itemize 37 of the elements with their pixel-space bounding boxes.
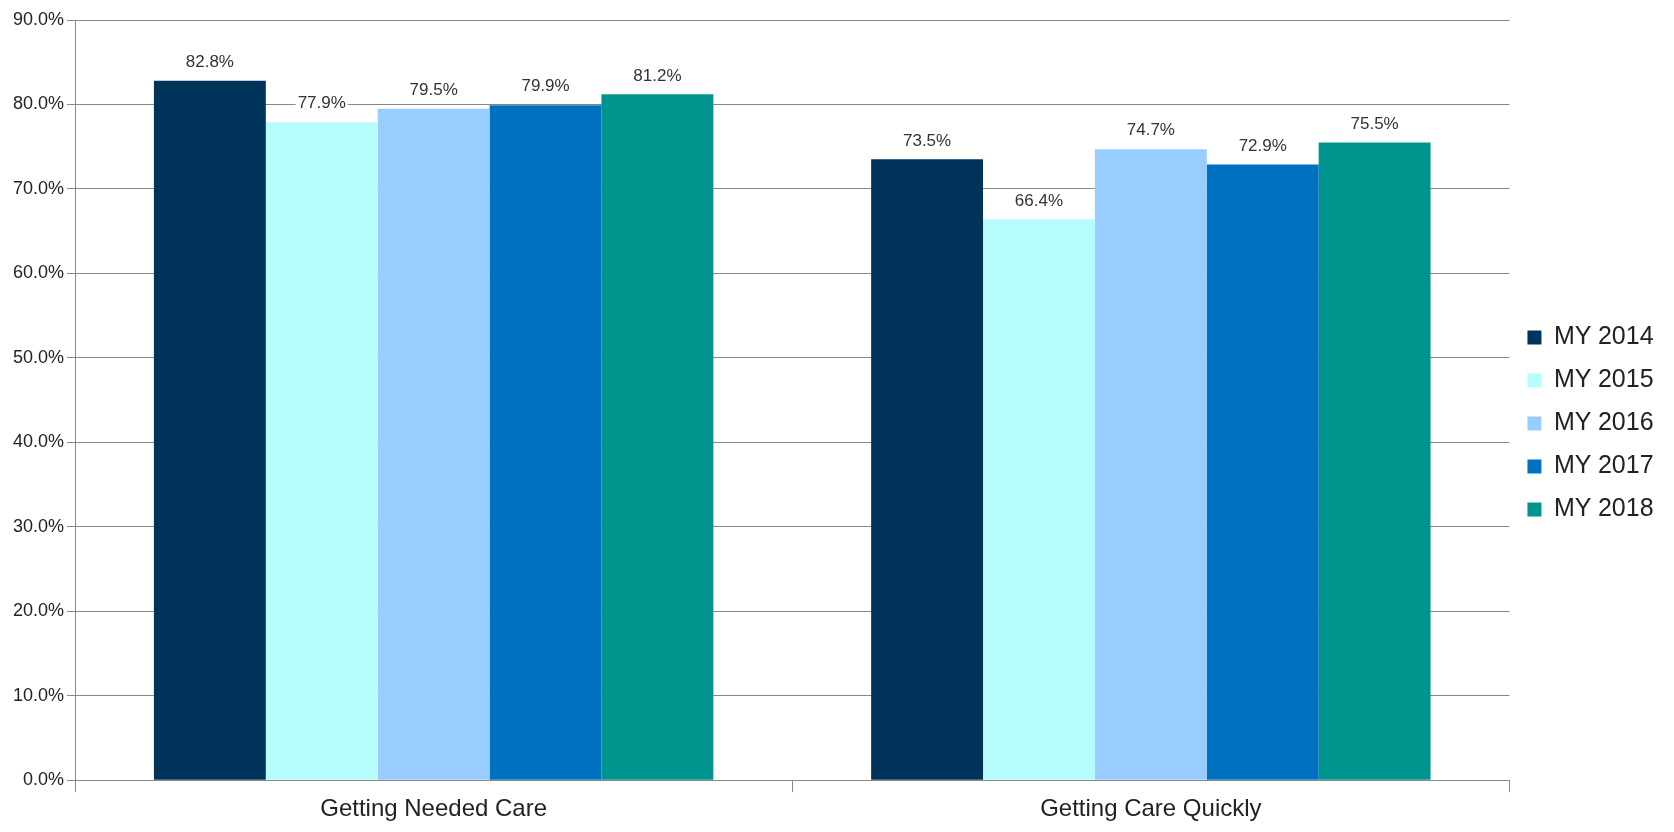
bar: [1318, 142, 1431, 780]
legend-label: MY 2018: [1553, 493, 1654, 522]
bar: [871, 159, 984, 780]
x-tick-label: Getting Needed Care: [320, 794, 548, 822]
data-label: 74.7%: [1126, 120, 1175, 140]
data-label: 82.8%: [185, 52, 234, 71]
y-tick-label: 70.0%: [12, 177, 65, 198]
y-tick-label: 20.0%: [12, 600, 65, 621]
bar: [265, 122, 378, 780]
y-tick-label: 90.0%: [12, 8, 65, 29]
y-tick-label: 0.0%: [23, 769, 65, 790]
data-label: 77.9%: [297, 93, 346, 113]
data-label: 66.4%: [1014, 190, 1064, 210]
y-tick-label: 60.0%: [12, 262, 65, 283]
data-label: 72.9%: [1238, 135, 1287, 155]
bar: [377, 108, 490, 780]
legend-label: MY 2017: [1553, 450, 1654, 479]
y-tick-label: 10.0%: [12, 684, 65, 705]
data-label: 73.5%: [902, 130, 952, 150]
data-label: 81.2%: [633, 65, 682, 85]
y-tick-label: 30.0%: [12, 515, 65, 536]
bar: [1094, 149, 1207, 780]
bar: [489, 105, 602, 780]
y-tick-label: 50.0%: [12, 346, 65, 367]
legend-label: MY 2015: [1553, 364, 1654, 393]
x-tick-label: Getting Care Quickly: [1040, 794, 1262, 822]
bar: [601, 94, 714, 780]
y-tick-label: 80.0%: [12, 93, 65, 114]
data-label: 75.5%: [1350, 113, 1399, 133]
bar: [1206, 164, 1319, 780]
data-label: 79.5%: [409, 79, 458, 99]
data-label: 79.9%: [521, 76, 570, 96]
bar: [153, 80, 266, 780]
y-tick-label: 40.0%: [12, 431, 65, 452]
legend-label: MY 2014: [1553, 321, 1654, 350]
legend-label: MY 2016: [1553, 407, 1654, 436]
bar: [983, 219, 1095, 780]
